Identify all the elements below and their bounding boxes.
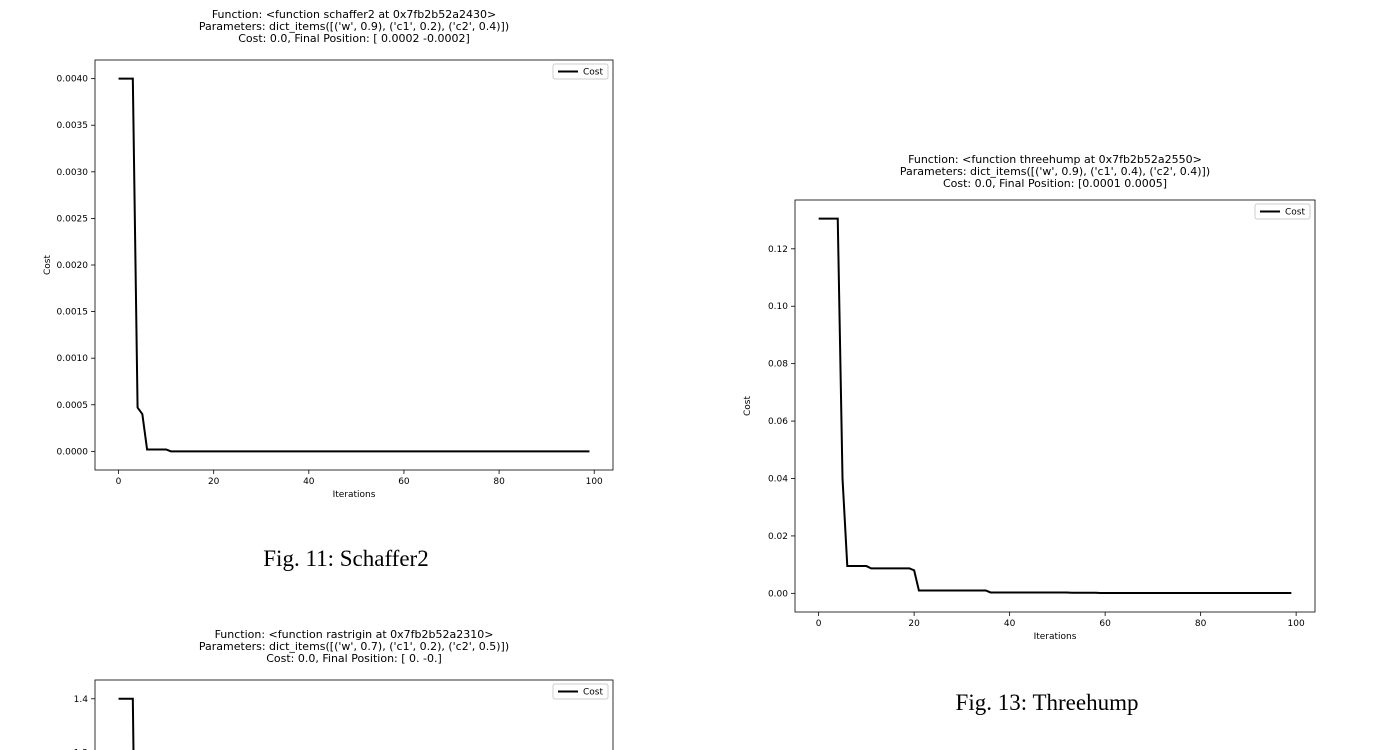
y-tick-label: 1.2 xyxy=(74,748,88,750)
figure-caption: Fig. 13: Threehump xyxy=(956,690,1139,715)
y-tick-label: 0.0025 xyxy=(57,214,89,224)
x-axis-label: Iterations xyxy=(333,490,376,500)
chart-title: Parameters: dict_items([('w', 0.7), ('c1… xyxy=(199,640,509,653)
plot-frame xyxy=(94,679,614,750)
cost-line xyxy=(818,217,1292,595)
plot-frame xyxy=(94,59,614,471)
y-tick-label: 0.04 xyxy=(768,474,788,484)
x-tick-label: 40 xyxy=(1004,619,1016,629)
chart: Function: <function threehump at 0x7fb2b… xyxy=(743,153,1316,715)
y-tick-label: 0.0035 xyxy=(57,121,89,131)
legend-label: Cost xyxy=(583,68,603,78)
plot-frame xyxy=(794,199,1316,613)
x-tick-label: 80 xyxy=(493,477,505,487)
legend-box xyxy=(552,63,609,80)
chart: Function: <function rastrigin at 0x7fb2b… xyxy=(74,628,614,750)
x-tick-label: 80 xyxy=(1195,619,1207,629)
y-tick-label: 0.0005 xyxy=(57,401,89,411)
legend-box xyxy=(1254,203,1311,220)
y-tick-label: 0.10 xyxy=(768,302,788,312)
y-tick-label: 0.02 xyxy=(768,532,788,542)
x-tick-label: 100 xyxy=(1288,619,1305,629)
y-tick-label: 0.06 xyxy=(768,417,788,427)
y-tick-label: 0.0040 xyxy=(57,75,89,85)
x-tick-label: 60 xyxy=(398,477,410,487)
chart-title: Parameters: dict_items([('w', 0.9), ('c1… xyxy=(900,165,1210,178)
x-tick-label: 0 xyxy=(116,477,122,487)
y-axis-label: Cost xyxy=(743,396,753,416)
y-tick-label: 0.0030 xyxy=(57,168,89,178)
x-tick-label: 100 xyxy=(586,477,603,487)
figure-caption: Fig. 11: Schaffer2 xyxy=(263,546,428,571)
x-tick-label: 40 xyxy=(303,477,315,487)
chart-title: Cost: 0.0, Final Position: [ 0. -0.] xyxy=(266,652,442,665)
y-tick-label: 0.12 xyxy=(768,245,788,255)
chart-title: Cost: 0.0, Final Position: [ 0.0002 -0.0… xyxy=(238,32,470,45)
chart-title: Function: <function schaffer2 at 0x7fb2b… xyxy=(212,8,496,21)
x-axis-label: Iterations xyxy=(1034,632,1077,642)
x-tick-label: 20 xyxy=(908,619,920,629)
x-tick-label: 60 xyxy=(1099,619,1111,629)
x-tick-label: 20 xyxy=(208,477,220,487)
legend-label: Cost xyxy=(583,688,603,698)
x-tick-label: 0 xyxy=(816,619,822,629)
y-axis-label: Cost xyxy=(43,255,53,275)
legend-box xyxy=(552,683,609,700)
y-tick-label: 1.4 xyxy=(74,695,89,705)
chart-title: Parameters: dict_items([('w', 0.9), ('c1… xyxy=(199,20,509,33)
cost-line xyxy=(118,77,590,453)
chart: Function: <function schaffer2 at 0x7fb2b… xyxy=(43,8,614,571)
chart-title: Function: <function rastrigin at 0x7fb2b… xyxy=(215,628,494,641)
y-tick-label: 0.0020 xyxy=(57,261,89,271)
chart-title: Cost: 0.0, Final Position: [0.0001 0.000… xyxy=(943,177,1167,190)
legend-label: Cost xyxy=(1285,208,1305,218)
y-tick-label: 0.00 xyxy=(768,589,788,599)
y-tick-label: 0.0010 xyxy=(57,354,89,364)
y-tick-label: 0.0015 xyxy=(57,308,89,318)
y-tick-label: 0.0000 xyxy=(57,447,89,457)
chart-title: Function: <function threehump at 0x7fb2b… xyxy=(908,153,1202,166)
y-tick-label: 0.08 xyxy=(768,360,788,370)
